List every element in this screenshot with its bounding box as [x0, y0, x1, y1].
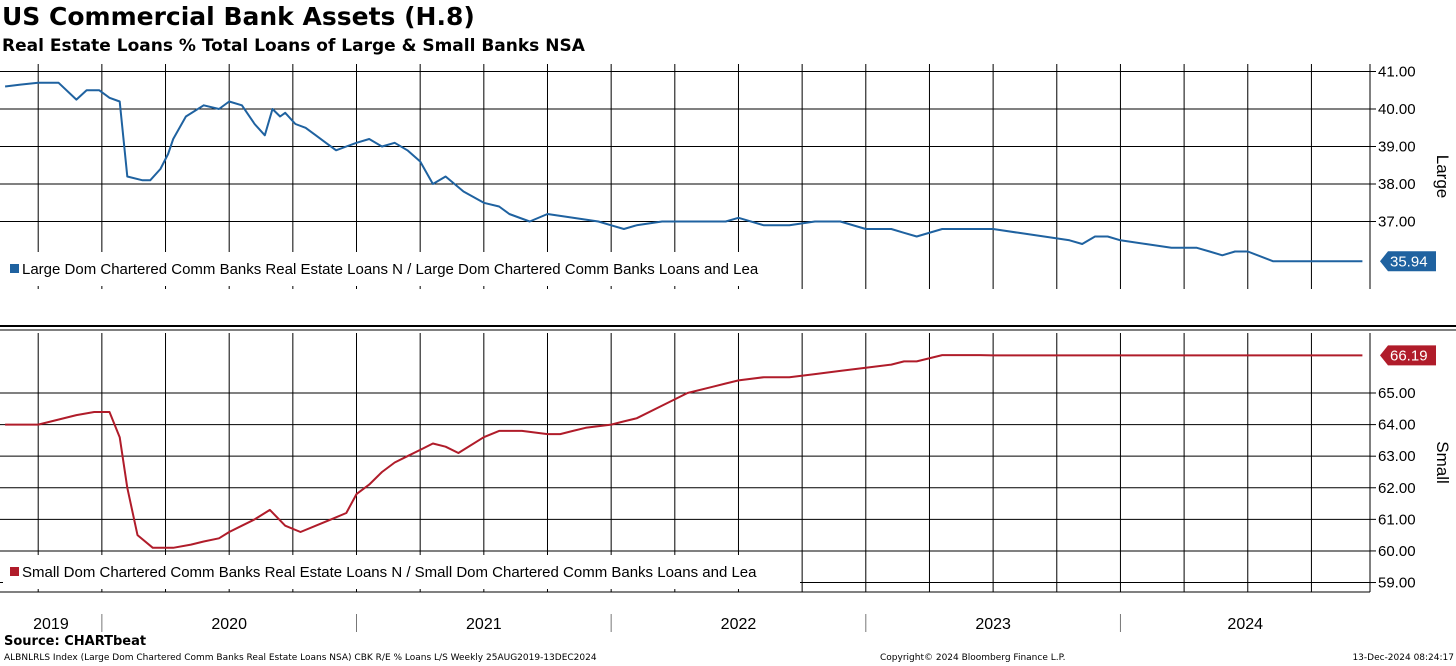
small-ytick-label: 60.00: [1378, 543, 1416, 560]
large-last-value: 35.94: [1390, 253, 1428, 270]
small-ytick-label: 61.00: [1378, 511, 1416, 528]
large-legend-box: [3, 252, 800, 286]
x-year-label: 2024: [1227, 616, 1263, 633]
large-legend-label: Large Dom Chartered Comm Banks Real Esta…: [22, 261, 759, 278]
source-note: Source: CHARTbeat: [4, 634, 147, 649]
x-year-label: 2020: [211, 616, 247, 633]
small-ytick-label: 62.00: [1378, 480, 1416, 497]
index-info: ALBNLRLS Index (Large Dom Chartered Comm…: [4, 653, 597, 663]
small-ytick-label: 63.00: [1378, 448, 1416, 465]
large-legend-swatch: [10, 264, 19, 273]
large-ytick-label: 40.00: [1378, 101, 1416, 118]
x-year-label: 2022: [721, 616, 757, 633]
chart-subtitle: Real Estate Loans % Total Loans of Large…: [2, 36, 585, 56]
large-last-value-tag: [1380, 251, 1436, 272]
large-side-label: Large: [1433, 155, 1452, 198]
large-ytick-label: 37.00: [1378, 214, 1416, 231]
small-legend-box: [3, 555, 800, 589]
small-last-value: 66.19: [1390, 347, 1428, 364]
timestamp: 13-Dec-2024 08:24:17: [1352, 653, 1454, 663]
small-side-label: Small: [1433, 441, 1452, 484]
large-series-line: [4, 81, 1363, 263]
copyright-note: Copyright© 2024 Bloomberg Finance L.P.: [880, 653, 1066, 663]
large-ytick-label: 38.00: [1378, 176, 1416, 193]
small-ytick-label: 59.00: [1378, 575, 1416, 592]
small-legend-label: Small Dom Chartered Comm Banks Real Esta…: [22, 564, 757, 581]
small-ytick-label: 65.00: [1378, 385, 1416, 402]
x-year-label: 2021: [466, 616, 502, 633]
large-ytick-label: 39.00: [1378, 139, 1416, 156]
small-series-line: [5, 354, 1363, 549]
chart-title: US Commercial Bank Assets (H.8): [2, 2, 475, 31]
x-year-label: 2023: [975, 616, 1011, 633]
small-legend-swatch: [10, 567, 19, 576]
x-year-label: 2019: [33, 616, 69, 633]
large-ytick-label: 41.00: [1378, 64, 1416, 81]
small-ytick-label: 64.00: [1378, 417, 1416, 434]
small-last-value-tag: [1380, 345, 1436, 366]
